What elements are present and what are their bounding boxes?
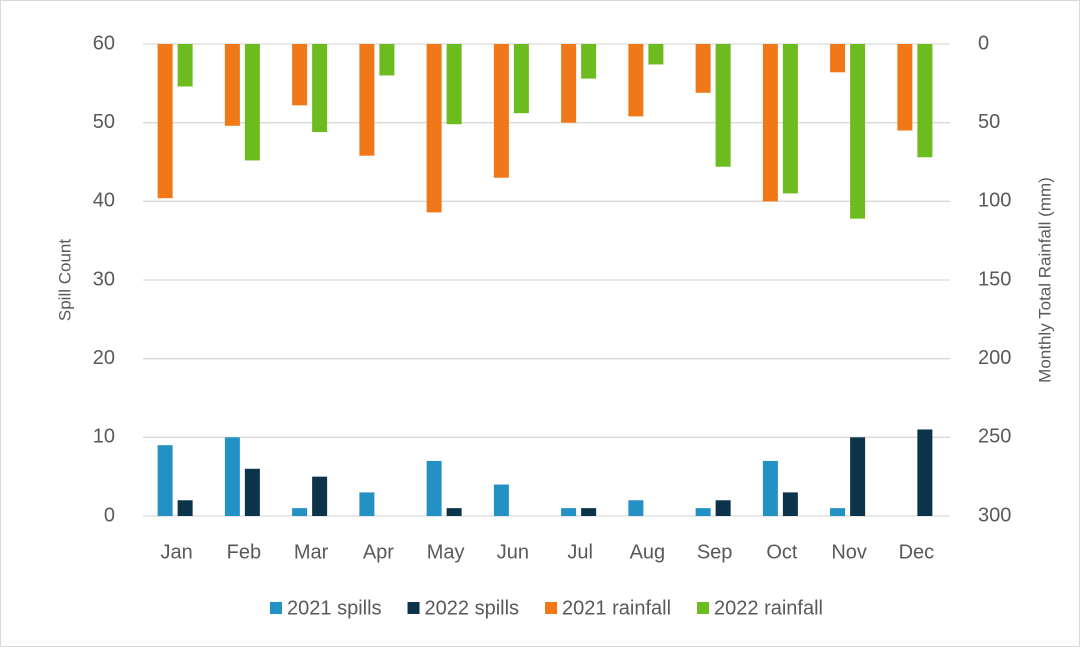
- bar: [292, 508, 308, 516]
- bar: [648, 44, 664, 65]
- bar: [446, 508, 462, 516]
- y-tick-label: 10: [93, 426, 115, 448]
- y-tick-label: 30: [93, 268, 115, 290]
- bar: [446, 44, 462, 125]
- y2-tick-label: 100: [978, 190, 1011, 212]
- bar: [359, 44, 375, 156]
- bar: [917, 429, 933, 516]
- bar: [513, 44, 529, 114]
- x-tick-label: Jun: [497, 541, 529, 563]
- bar: [561, 44, 577, 123]
- bar: [917, 44, 933, 158]
- x-tick-label: Jan: [161, 541, 193, 563]
- y-tick-label: 40: [93, 190, 115, 212]
- y2-axis-label: Monthly Total Rainfall (mm): [1035, 177, 1054, 383]
- bar: [762, 460, 778, 516]
- y-tick-label: 0: [104, 504, 115, 526]
- legend-swatch: [407, 602, 420, 614]
- bar: [695, 508, 711, 516]
- bar: [850, 437, 866, 516]
- bar: [850, 44, 866, 219]
- bar: [177, 500, 193, 516]
- legend-label: 2021 rainfall: [562, 597, 671, 619]
- bar: [379, 44, 395, 76]
- bar: [426, 460, 442, 516]
- x-tick-label: Dec: [899, 541, 935, 563]
- x-tick-label: Aug: [630, 541, 666, 563]
- bar: [762, 44, 778, 202]
- bar: [581, 44, 597, 79]
- y-tick-label: 20: [93, 347, 115, 369]
- bar: [312, 44, 328, 133]
- bar: [244, 44, 260, 161]
- y-tick-label: 60: [93, 32, 115, 54]
- bar: [157, 445, 173, 516]
- bar: [628, 44, 644, 117]
- y2-tick-label: 300: [978, 504, 1011, 526]
- y2-tick-label: 0: [978, 32, 989, 54]
- bar: [628, 500, 644, 516]
- x-tick-label: Nov: [831, 541, 867, 563]
- bar: [493, 44, 509, 178]
- bar: [493, 484, 509, 516]
- legend-swatch: [545, 602, 558, 614]
- x-tick-label: Feb: [227, 541, 261, 563]
- bar: [177, 44, 193, 87]
- x-tick-label: Apr: [363, 541, 394, 563]
- bar: [715, 44, 731, 167]
- bar: [715, 500, 731, 516]
- bar: [157, 44, 173, 199]
- x-tick-label: Mar: [294, 541, 329, 563]
- y2-tick-label: 150: [978, 268, 1011, 290]
- bar: [897, 44, 913, 131]
- bar: [292, 44, 308, 106]
- bar: [561, 508, 577, 516]
- bar: [426, 44, 442, 213]
- bar: [782, 492, 798, 516]
- bar: [224, 44, 240, 126]
- y-axis-label: Spill Count: [55, 239, 74, 321]
- y-tick-label: 50: [93, 111, 115, 133]
- bar: [312, 476, 328, 516]
- bar: [581, 508, 597, 516]
- x-tick-label: May: [427, 541, 465, 563]
- y2-tick-label: 200: [978, 347, 1011, 369]
- legend-label: 2022 rainfall: [714, 597, 823, 619]
- bar: [830, 508, 846, 516]
- bar: [359, 492, 375, 516]
- bar: [244, 468, 260, 516]
- y2-tick-label: 50: [978, 111, 1000, 133]
- legend-label: 2021 spills: [287, 597, 382, 619]
- bar: [830, 44, 846, 73]
- legend-swatch: [270, 602, 283, 614]
- x-tick-label: Jul: [567, 541, 593, 563]
- bar: [695, 44, 711, 93]
- y2-tick-label: 250: [978, 426, 1011, 448]
- x-tick-label: Sep: [697, 541, 733, 563]
- bar: [782, 44, 798, 194]
- x-tick-label: Oct: [766, 541, 798, 563]
- legend-swatch: [697, 602, 710, 614]
- legend-label: 2022 spills: [425, 597, 520, 619]
- bar: [224, 437, 240, 516]
